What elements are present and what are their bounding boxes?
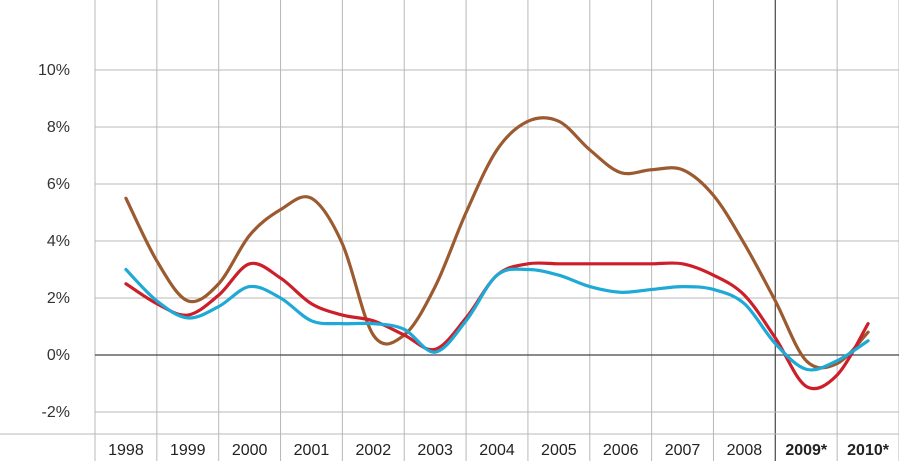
y-tick-label: 10% xyxy=(38,62,70,79)
x-tick-label: 2002 xyxy=(356,442,392,459)
x-tick-label: 1998 xyxy=(108,442,144,459)
y-tick-label: 6% xyxy=(47,176,70,193)
series-line-3 xyxy=(124,267,870,372)
x-tick-label: 2000 xyxy=(232,442,268,459)
x-tick-label: 2010* xyxy=(847,442,890,459)
x-tick-label: 2005 xyxy=(541,442,577,459)
x-tick-label: 2009* xyxy=(785,442,828,459)
y-tick-label: 0% xyxy=(47,347,70,364)
x-tick-label: 2006 xyxy=(603,442,639,459)
y-axis-ticks: -2% 0% 2% 4% 6% 8% 10% xyxy=(38,62,70,421)
x-tick-label: 2004 xyxy=(479,442,515,459)
y-tick-label: -2% xyxy=(42,404,70,421)
series-layer xyxy=(124,116,870,391)
x-tick-label: 2008 xyxy=(727,442,763,459)
x-tick-label: 2007 xyxy=(665,442,701,459)
y-tick-label: 8% xyxy=(47,119,70,136)
series-line-1 xyxy=(124,116,870,370)
x-tick-label: 1999 xyxy=(170,442,206,459)
y-tick-label: 4% xyxy=(47,233,70,250)
y-tick-label: 2% xyxy=(47,290,70,307)
series-line-2 xyxy=(124,261,870,391)
x-axis-ticks: 1998 1999 2000 2001 2002 2003 2004 2005 2006 2007… xyxy=(108,442,890,459)
x-tick-label: 2003 xyxy=(417,442,453,459)
x-tick-label: 2001 xyxy=(294,442,330,459)
